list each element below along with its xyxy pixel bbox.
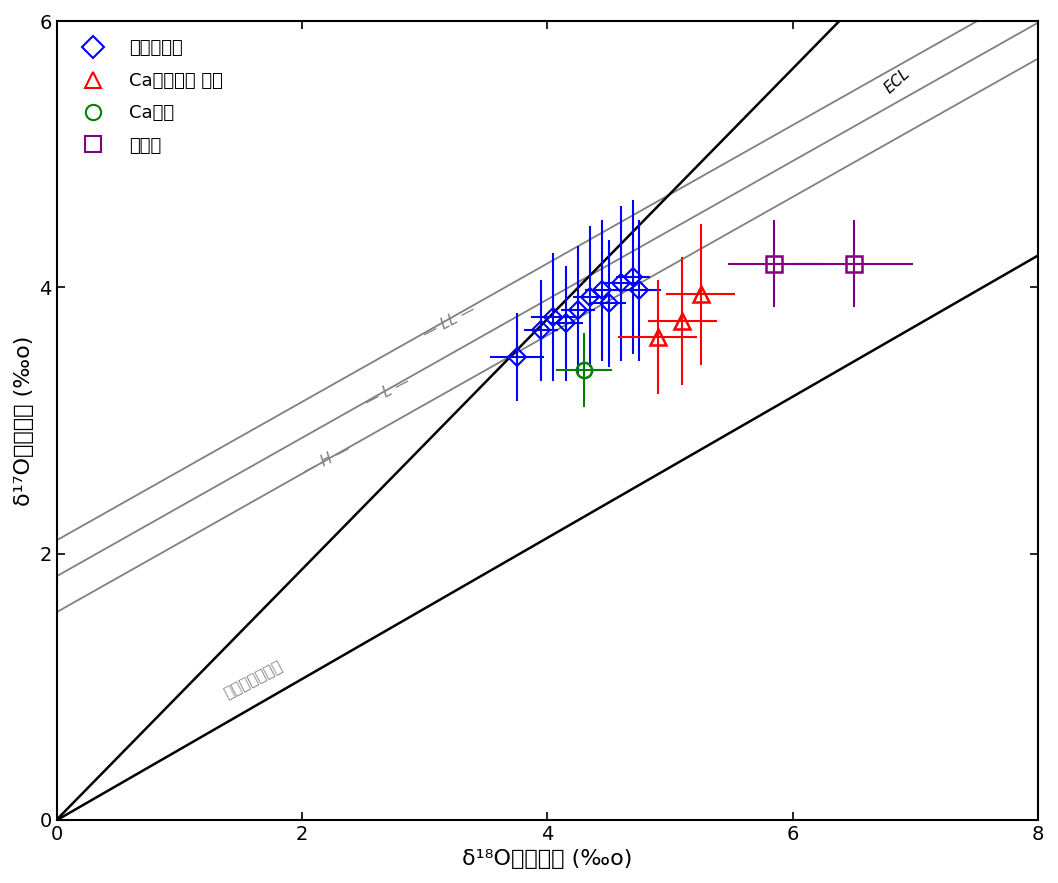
Text: ECL: ECL [881, 66, 913, 96]
Text: — L —: — L — [363, 374, 413, 409]
Text: — H —: — H — [300, 442, 353, 479]
Y-axis label: δ¹⁷O標準海水 (‰o): δ¹⁷O標準海水 (‰o) [14, 336, 34, 506]
Legend: カンラン石, Caに乏しい 輝石, Ca輝石, 斜長石: カンラン石, Caに乏しい 輝石, Ca輝石, 斜長石 [66, 30, 232, 164]
Text: 地球型分別直線: 地球型分別直線 [221, 659, 285, 701]
Text: — LL —: — LL — [420, 302, 478, 342]
X-axis label: δ¹⁸O標準海水 (‰o): δ¹⁸O標準海水 (‰o) [462, 849, 633, 869]
